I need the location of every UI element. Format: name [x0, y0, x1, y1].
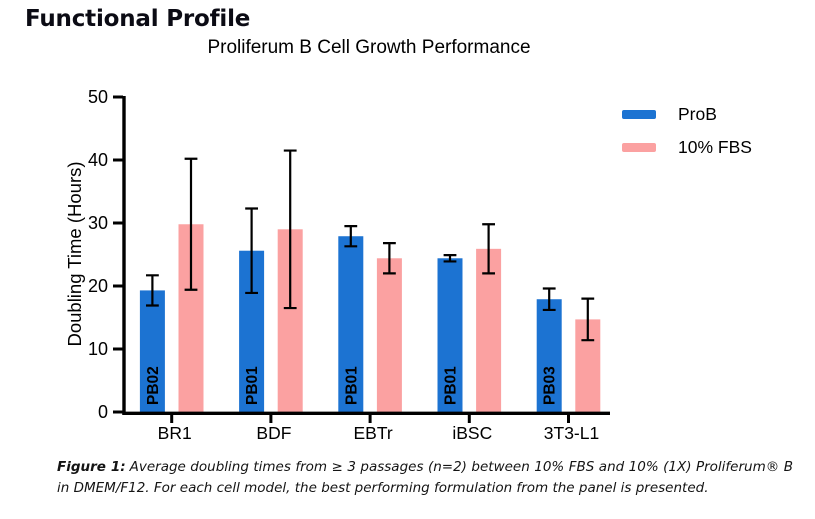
figure-caption-label: Figure 1: — [57, 459, 126, 475]
x-category-label-iBSC: iBSC — [452, 423, 492, 443]
y-tick-label: 50 — [88, 87, 108, 107]
error-bar-10% FBS-iBSC — [482, 223, 495, 275]
error-bar-10% FBS-BDF — [283, 149, 297, 310]
legend-item-fbs: 10% FBS — [622, 136, 752, 157]
error-bar-ProB-iBSC — [443, 254, 457, 263]
error-bar-ProB-BR1 — [146, 274, 159, 307]
figure-caption: Figure 1: Average doubling times from ≥ 3… — [57, 457, 793, 499]
y-tick-label: 10 — [88, 339, 108, 359]
x-category-label-BR1: BR1 — [158, 423, 192, 443]
error-bar-ProB-3T3-L1 — [542, 287, 556, 312]
x-category-label-BDF: BDF — [256, 423, 291, 443]
y-tick-label: 20 — [88, 276, 108, 296]
chart-title: Proliferum B Cell Growth Performance — [207, 37, 531, 58]
bar-10% FBS-EBTr — [376, 258, 402, 414]
bar-ProB-EBTr — [338, 236, 364, 414]
bar-ProB-BR1 — [139, 290, 165, 414]
error-bar-10% FBS-EBTr — [383, 242, 396, 275]
y-tick-label: 0 — [98, 402, 108, 422]
page-title: Functional Profile — [25, 6, 251, 32]
bar-ProB-iBSC — [437, 258, 463, 414]
bar-10% FBS-iBSC — [476, 248, 502, 414]
error-bar-ProB-BDF — [245, 207, 258, 295]
y-tick-label: 30 — [88, 213, 108, 233]
y-axis-title: Doubling Time (Hours) — [64, 161, 85, 346]
chart-legend: ProB 10% FBS — [622, 103, 752, 171]
prob-color-swatch — [622, 109, 656, 119]
bar-chart: PB02 PB01 PB01 PB01 PB03 0 10 20 30 40 50 BR1 BDF EBT… — [64, 87, 610, 443]
legend-label-fbs: 10% FBS — [678, 136, 752, 157]
bar-label-EBTr: PB01 — [343, 366, 360, 405]
y-tick-label: 40 — [88, 150, 108, 170]
bar-label-iBSC: PB01 — [443, 366, 460, 405]
legend-label-prob: ProB — [678, 103, 717, 124]
bar-label-BDF: PB01 — [244, 366, 261, 405]
x-category-label-EBTr: EBTr — [353, 423, 392, 443]
figure-caption-text: Average doubling times from ≥ 3 passages… — [57, 459, 793, 496]
error-bar-10% FBS-3T3-L1 — [581, 297, 595, 342]
bar-label-BR1: PB02 — [145, 366, 162, 405]
error-bar-ProB-EBTr — [344, 225, 358, 248]
error-bar-10% FBS-BR1 — [184, 157, 198, 291]
bar-label-3T3-L1: PB03 — [542, 366, 559, 405]
bar-ProB-3T3-L1 — [536, 299, 562, 414]
x-category-label-3T3-L1: 3T3-L1 — [544, 423, 599, 443]
legend-item-prob: ProB — [622, 103, 752, 124]
fbs-color-swatch — [622, 142, 656, 152]
